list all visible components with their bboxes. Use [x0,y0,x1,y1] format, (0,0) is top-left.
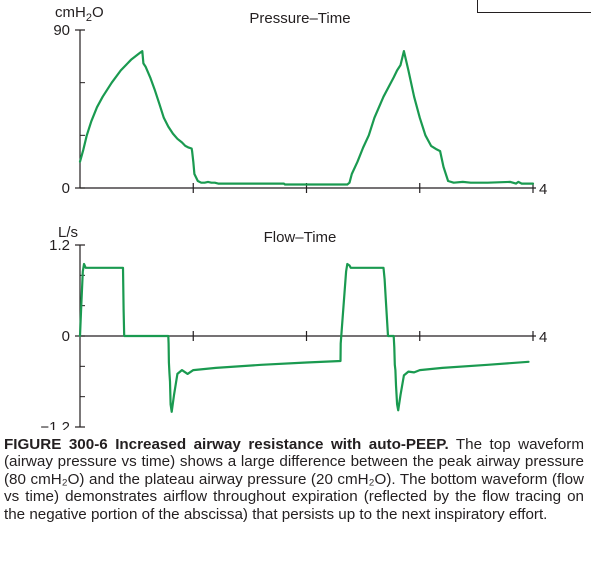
chart2-series-line-0 [78,262,530,413]
chart1-ytick-label-1: 90 [53,22,70,39]
figure-caption: FIGURE 300-6 Increased airway resistance… [4,436,584,523]
corner-frame [477,0,591,13]
chart2-ytick-label-0: −1.2 [40,419,70,430]
caption-label: FIGURE 300-6 [4,436,108,453]
chart2-xtick-label: 4 [539,329,547,346]
chart1-title: Pressure–Time [249,10,350,27]
caption-title: Increased airway resistance with auto-PE… [115,436,449,453]
chart2-ytick-label-1: 0 [62,328,70,345]
chart1-ytick-label-0: 0 [62,180,70,197]
chart2-ytick-label-2: 1.2 [49,237,70,254]
chart1-xtick-label: 4 [539,181,547,198]
chart2-y-label: L/s [58,224,78,241]
chart1-series-line-0 [78,50,535,186]
caption-body: The top waveform (airway pressure vs tim… [4,436,584,523]
figure-charts: 0 90 4 cmH2O Pressure–Time −1.2 0 1.2 4 L/s Flow–T… [40,4,547,430]
chart1-y-label: cmH2O [55,4,104,24]
chart2-title: Flow–Time [264,229,337,246]
